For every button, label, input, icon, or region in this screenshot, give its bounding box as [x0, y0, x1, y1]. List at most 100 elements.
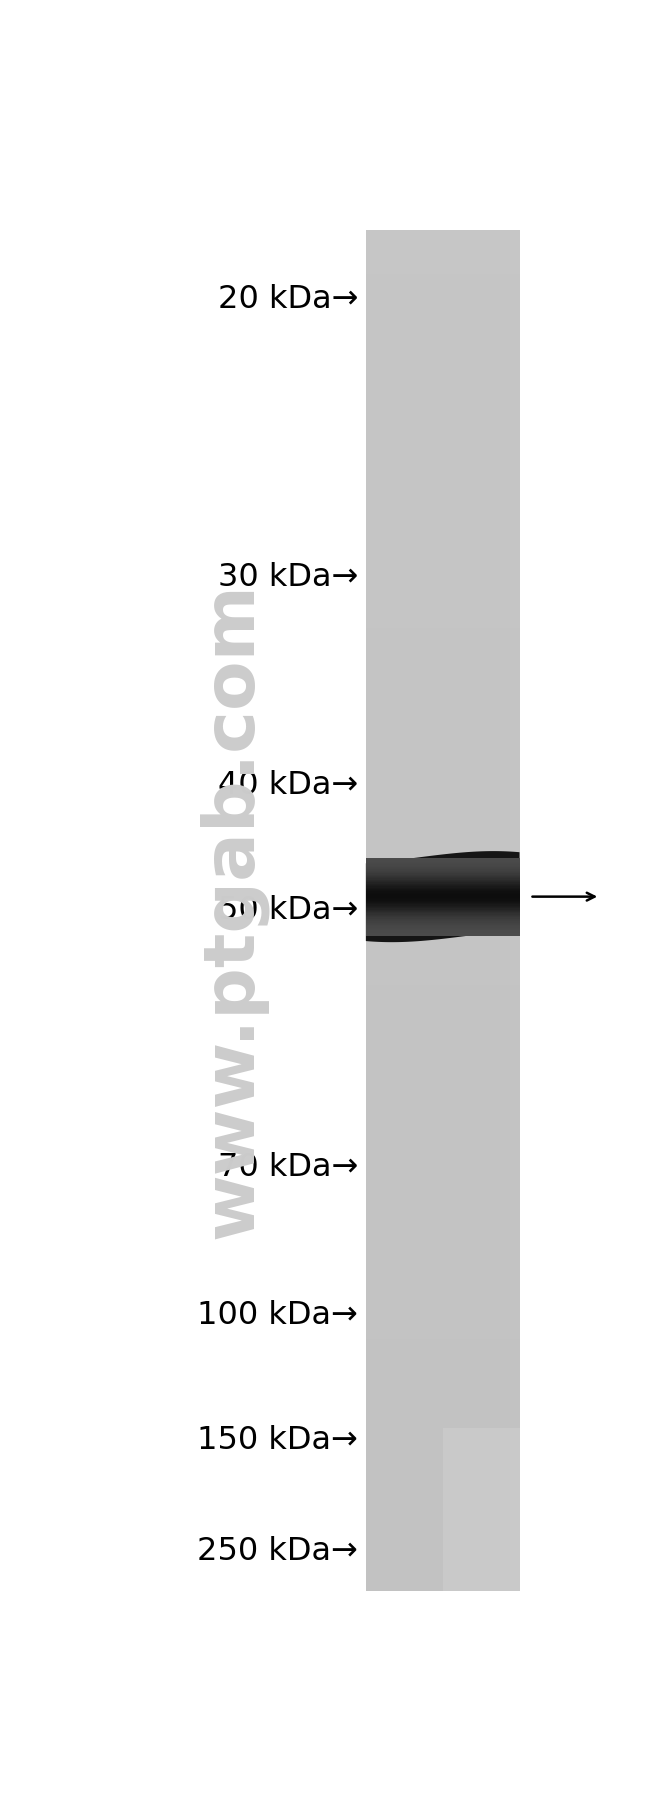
Bar	[366, 618, 519, 622]
Bar	[366, 645, 519, 649]
Bar	[366, 799, 519, 802]
Bar	[366, 1186, 519, 1190]
Bar	[366, 822, 519, 826]
Bar	[366, 833, 519, 835]
Bar	[366, 523, 519, 526]
Bar	[366, 883, 519, 887]
Bar	[366, 1414, 519, 1417]
Bar	[366, 350, 519, 353]
Bar	[366, 1168, 519, 1172]
Bar	[366, 656, 519, 658]
Bar	[366, 1349, 519, 1352]
Bar	[366, 1107, 519, 1111]
Bar	[366, 1547, 519, 1551]
Bar	[366, 1367, 519, 1370]
Bar	[366, 938, 519, 941]
Bar	[366, 1397, 519, 1401]
Bar	[366, 1213, 519, 1217]
Bar	[366, 995, 519, 999]
Bar	[366, 389, 519, 393]
Bar	[366, 1506, 519, 1509]
Bar	[366, 1370, 519, 1374]
Bar	[366, 288, 519, 292]
Bar	[366, 1233, 519, 1237]
Bar	[366, 1118, 519, 1121]
Bar	[366, 1176, 519, 1179]
Bar	[366, 957, 519, 961]
Bar	[366, 1325, 519, 1329]
Bar	[366, 1340, 519, 1343]
Bar	[366, 768, 519, 772]
Bar	[366, 911, 519, 914]
Bar	[366, 328, 519, 332]
Bar	[366, 999, 519, 1002]
Bar	[366, 301, 519, 305]
Bar	[366, 1486, 519, 1489]
Bar	[366, 649, 519, 653]
Bar	[366, 438, 519, 442]
Bar	[366, 1459, 519, 1462]
Bar	[366, 1587, 519, 1590]
Bar	[366, 1318, 519, 1322]
Bar	[366, 1432, 519, 1435]
Bar	[366, 734, 519, 737]
Bar	[366, 1075, 519, 1076]
Bar	[366, 781, 519, 784]
Bar	[366, 570, 519, 573]
Bar	[366, 1076, 519, 1080]
Bar	[366, 1543, 519, 1547]
Bar	[366, 492, 519, 496]
Bar	[366, 503, 519, 507]
Bar	[366, 1448, 519, 1451]
Bar	[366, 703, 519, 707]
Bar	[366, 285, 519, 288]
Bar	[366, 1019, 519, 1022]
Bar	[366, 1478, 519, 1482]
Bar	[366, 784, 519, 788]
Bar	[366, 1111, 519, 1114]
Bar	[366, 757, 519, 761]
Bar	[366, 1359, 519, 1363]
Bar	[366, 346, 519, 350]
Bar	[366, 896, 519, 900]
Bar	[366, 546, 519, 550]
Bar	[366, 972, 519, 975]
Bar	[366, 377, 519, 380]
Bar	[366, 808, 519, 811]
Bar	[366, 1437, 519, 1441]
Bar	[366, 819, 519, 822]
Bar	[366, 930, 519, 934]
Bar	[366, 1286, 519, 1287]
Bar	[366, 308, 519, 312]
Bar	[366, 1581, 519, 1585]
Bar	[366, 1165, 519, 1168]
Bar	[366, 1401, 519, 1405]
Bar	[366, 1149, 519, 1152]
Bar	[366, 1309, 519, 1313]
Bar	[366, 380, 519, 384]
Bar	[366, 1314, 519, 1318]
Bar	[366, 918, 519, 921]
Bar	[366, 326, 519, 328]
Bar	[366, 1121, 519, 1125]
Bar	[366, 710, 519, 714]
Bar	[366, 1471, 519, 1475]
Bar	[366, 1030, 519, 1033]
Bar	[366, 662, 519, 665]
Bar	[366, 1417, 519, 1421]
Bar	[366, 296, 519, 297]
Bar	[366, 1428, 519, 1432]
Bar	[366, 243, 519, 247]
Bar	[366, 653, 519, 656]
Bar	[366, 979, 519, 983]
Bar	[366, 685, 519, 689]
Bar	[366, 1132, 519, 1136]
Bar	[366, 1033, 519, 1037]
Bar	[366, 788, 519, 792]
Bar	[366, 842, 519, 846]
Bar	[366, 1435, 519, 1437]
Bar	[366, 485, 519, 489]
Bar	[366, 1520, 519, 1524]
Bar	[366, 1255, 519, 1257]
Bar	[366, 1179, 519, 1183]
